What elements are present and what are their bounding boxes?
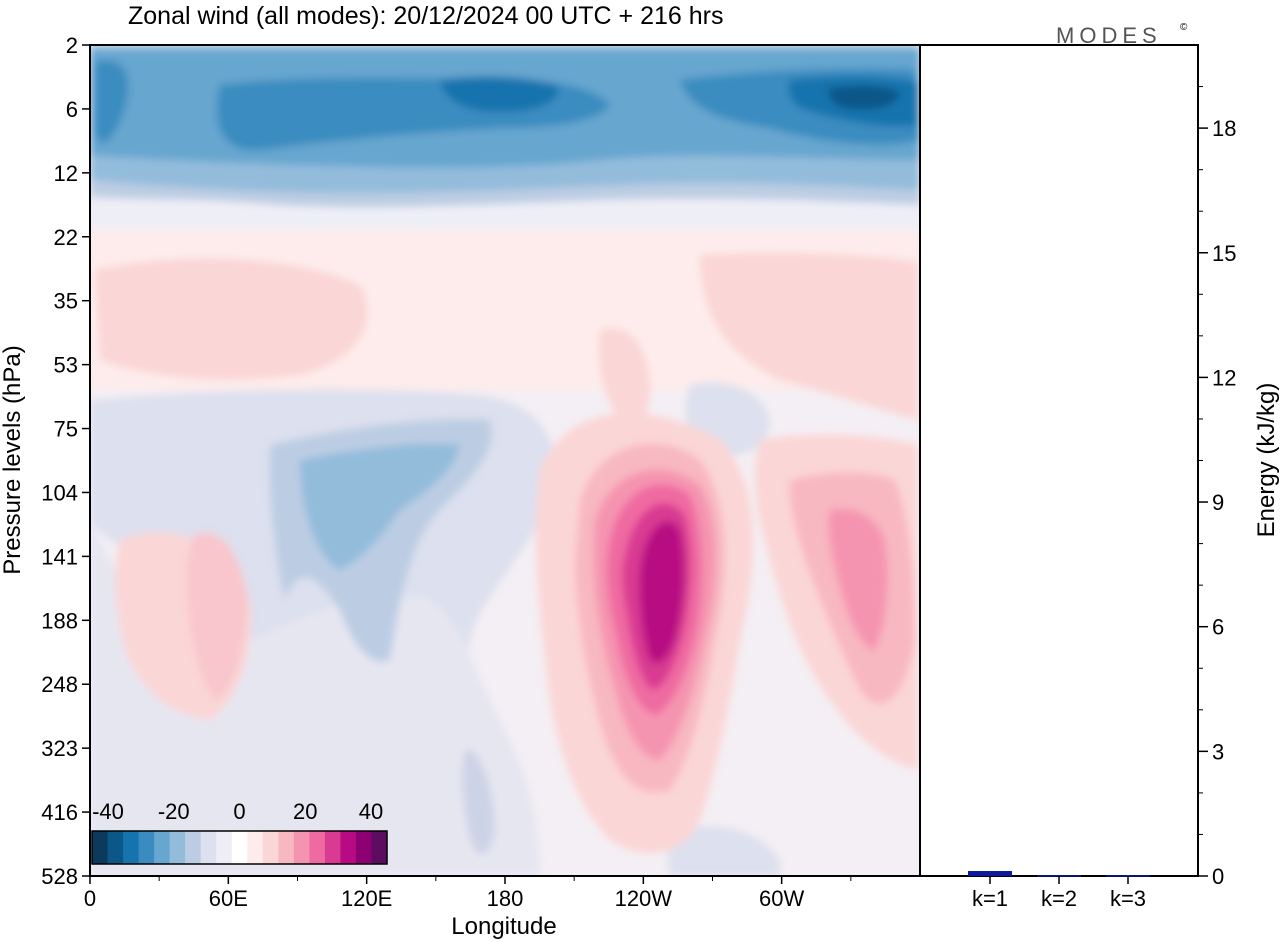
- easterly-lower-180: [462, 749, 495, 855]
- energy-axis-label: Energy (kJ/kg): [1253, 383, 1280, 538]
- colorbar-swatch: [107, 831, 124, 864]
- transition-band: [90, 200, 920, 235]
- westerly-strat-west: [95, 258, 368, 380]
- colorbar-swatch: [262, 831, 279, 864]
- bar-category-label: k=3: [1110, 886, 1146, 911]
- modes-logo-text: MODES: [1056, 23, 1162, 48]
- colorbar-label: -20: [158, 799, 190, 824]
- colorbar-label: 0: [233, 799, 245, 824]
- x-tick-label: 120W: [615, 886, 673, 911]
- bars: [968, 871, 1150, 877]
- modes-logo: MODES ©: [1056, 22, 1188, 48]
- colorbar-swatch: [324, 831, 341, 864]
- colorbar-label: 40: [359, 799, 383, 824]
- y-tick-label: 22: [54, 225, 78, 250]
- colorbar-swatch: [371, 831, 388, 864]
- y-tick-label: 104: [41, 480, 78, 505]
- bar-category-label: k=2: [1041, 886, 1077, 911]
- colorbar-swatch: [278, 831, 295, 864]
- y-tick-label: 75: [54, 417, 78, 442]
- colorbar-swatch: [247, 831, 264, 864]
- colorbar-swatch: [154, 831, 171, 864]
- easterly-surface: [667, 826, 780, 876]
- colorbar-swatch: [309, 831, 326, 864]
- y-axis-label: Pressure levels (hPa): [0, 345, 26, 574]
- westerly-strat-mid: [599, 328, 650, 424]
- colorbar-swatch: [355, 831, 372, 864]
- energy-tick-label: 12: [1212, 365, 1236, 390]
- westerly-lower-west-core: [187, 532, 248, 700]
- y-tick-label: 528: [41, 864, 78, 889]
- bar-x-axis: k=1 k=2 k=3: [972, 876, 1146, 911]
- y-tick-label: 323: [41, 736, 78, 761]
- y-tick-label: 53: [54, 353, 78, 378]
- energy-tick-label: 18: [1212, 116, 1236, 141]
- colorbar-label: 20: [293, 799, 317, 824]
- y-tick-label: 248: [41, 672, 78, 697]
- colorbar-label: -40: [92, 799, 124, 824]
- y-tick-label: 416: [41, 800, 78, 825]
- easterly-lower: [90, 520, 540, 876]
- easterly-core-max: [828, 85, 900, 110]
- bar-category-label: k=1: [972, 886, 1008, 911]
- energy-bar-chart: k=1 k=2 k=3 0 3 6 9 12 15 18 Energy (kJ/kg): [919, 44, 1280, 911]
- y-tick-label: 2: [66, 33, 78, 58]
- energy-bar: [1037, 875, 1081, 877]
- y-axis: 2 6 12 22 35 53 75 104 141 188 248 323 416 528: [41, 33, 90, 889]
- colorbar-swatch: [123, 831, 140, 864]
- energy-tick-label: 0: [1212, 864, 1224, 889]
- westerly-strat-east: [700, 252, 918, 420]
- colorbar-swatch: [138, 831, 155, 864]
- colorbar-swatch: [169, 831, 186, 864]
- colorbar-swatch: [231, 831, 248, 864]
- westerly-secondary-core: [828, 508, 888, 650]
- easterly-mid-0: [99, 416, 165, 520]
- modes-logo-mark: ©: [1180, 22, 1188, 33]
- energy-tick-label: 15: [1212, 241, 1236, 266]
- y-tick-label: 6: [66, 97, 78, 122]
- colorbar-swatch: [216, 831, 233, 864]
- colorbar-swatch: [340, 831, 357, 864]
- colorbar-swatch: [200, 831, 217, 864]
- x-tick-label: 60W: [759, 886, 804, 911]
- zonal-wind-heatmap: 0 60E 120E 180 120W 60W 2 6 12 22 35 53 75 104 141 188…: [0, 33, 921, 940]
- easterly-core-0: [94, 60, 129, 142]
- x-axis-label: Longitude: [451, 913, 556, 940]
- y-tick-label: 188: [41, 608, 78, 633]
- y-tick-label: 35: [54, 289, 78, 314]
- energy-tick-label: 9: [1212, 490, 1224, 515]
- colorbar: -40 -20 0 20 40: [91, 799, 388, 865]
- y-tick-label: 12: [54, 161, 78, 186]
- energy-bar: [1106, 875, 1150, 877]
- y-tick-label: 141: [41, 544, 78, 569]
- energy-bar: [968, 871, 1012, 876]
- x-tick-label: 60E: [209, 886, 248, 911]
- energy-tick-label: 6: [1212, 615, 1224, 640]
- energy-tick-label: 3: [1212, 739, 1224, 764]
- x-tick-label: 0: [84, 886, 96, 911]
- westerly-core-max: [639, 521, 685, 664]
- x-tick-label: 120E: [341, 886, 392, 911]
- bar-panel-frame: [919, 44, 1199, 877]
- easterly-core-120w: [440, 76, 559, 112]
- x-axis: 0 60E 120E 180 120W 60W: [84, 876, 852, 911]
- easterly-mid-core: [300, 443, 460, 570]
- chart-title: Zonal wind (all modes): 20/12/2024 00 UT…: [128, 2, 723, 30]
- x-tick-label: 180: [487, 886, 524, 911]
- colorbar-swatch: [293, 831, 310, 864]
- bar-y-axis: 0 3 6 9 12 15 18: [1198, 86, 1236, 889]
- colorbar-frame: [91, 830, 388, 865]
- colorbar-swatch: [185, 831, 202, 864]
- colorbar-swatch: [92, 831, 109, 864]
